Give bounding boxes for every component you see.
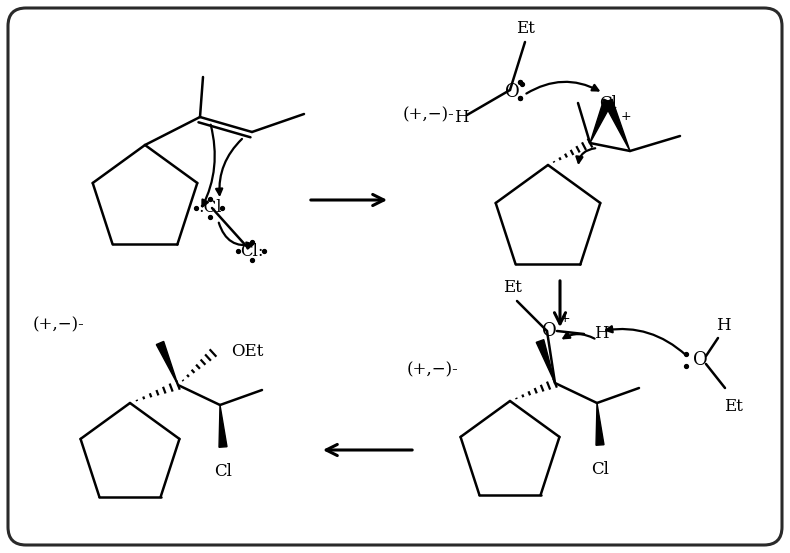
Text: O: O [542, 322, 556, 340]
Text: H: H [453, 108, 468, 126]
Text: Cl: Cl [214, 463, 232, 480]
Text: +: + [559, 312, 570, 326]
Text: OEt: OEt [231, 342, 263, 359]
Text: (+,−)-: (+,−)- [402, 107, 454, 123]
Polygon shape [590, 99, 612, 143]
FancyArrowPatch shape [526, 82, 598, 93]
FancyBboxPatch shape [8, 8, 782, 545]
Polygon shape [596, 403, 604, 445]
FancyArrowPatch shape [606, 326, 686, 355]
Text: O: O [505, 83, 519, 101]
Polygon shape [156, 341, 178, 385]
Text: +: + [621, 109, 631, 123]
Text: Et: Et [724, 398, 743, 415]
Text: Et: Et [502, 279, 521, 296]
FancyArrowPatch shape [219, 223, 253, 248]
Text: Et: Et [516, 20, 535, 37]
Text: Cl: Cl [591, 461, 609, 478]
Text: (+,−)-: (+,−)- [32, 316, 84, 333]
FancyArrowPatch shape [216, 139, 242, 195]
Text: Cl:: Cl: [240, 243, 264, 259]
Text: (+,−)-: (+,−)- [407, 362, 459, 378]
Text: Cl: Cl [599, 96, 617, 112]
Text: H: H [594, 326, 608, 342]
Text: :Cl: :Cl [198, 200, 222, 217]
Polygon shape [536, 340, 555, 383]
Polygon shape [604, 99, 630, 151]
FancyArrowPatch shape [563, 332, 595, 338]
FancyArrowPatch shape [202, 124, 215, 206]
Text: H: H [716, 316, 730, 333]
FancyArrowPatch shape [577, 148, 595, 163]
Polygon shape [219, 405, 227, 447]
Text: O: O [693, 351, 707, 369]
